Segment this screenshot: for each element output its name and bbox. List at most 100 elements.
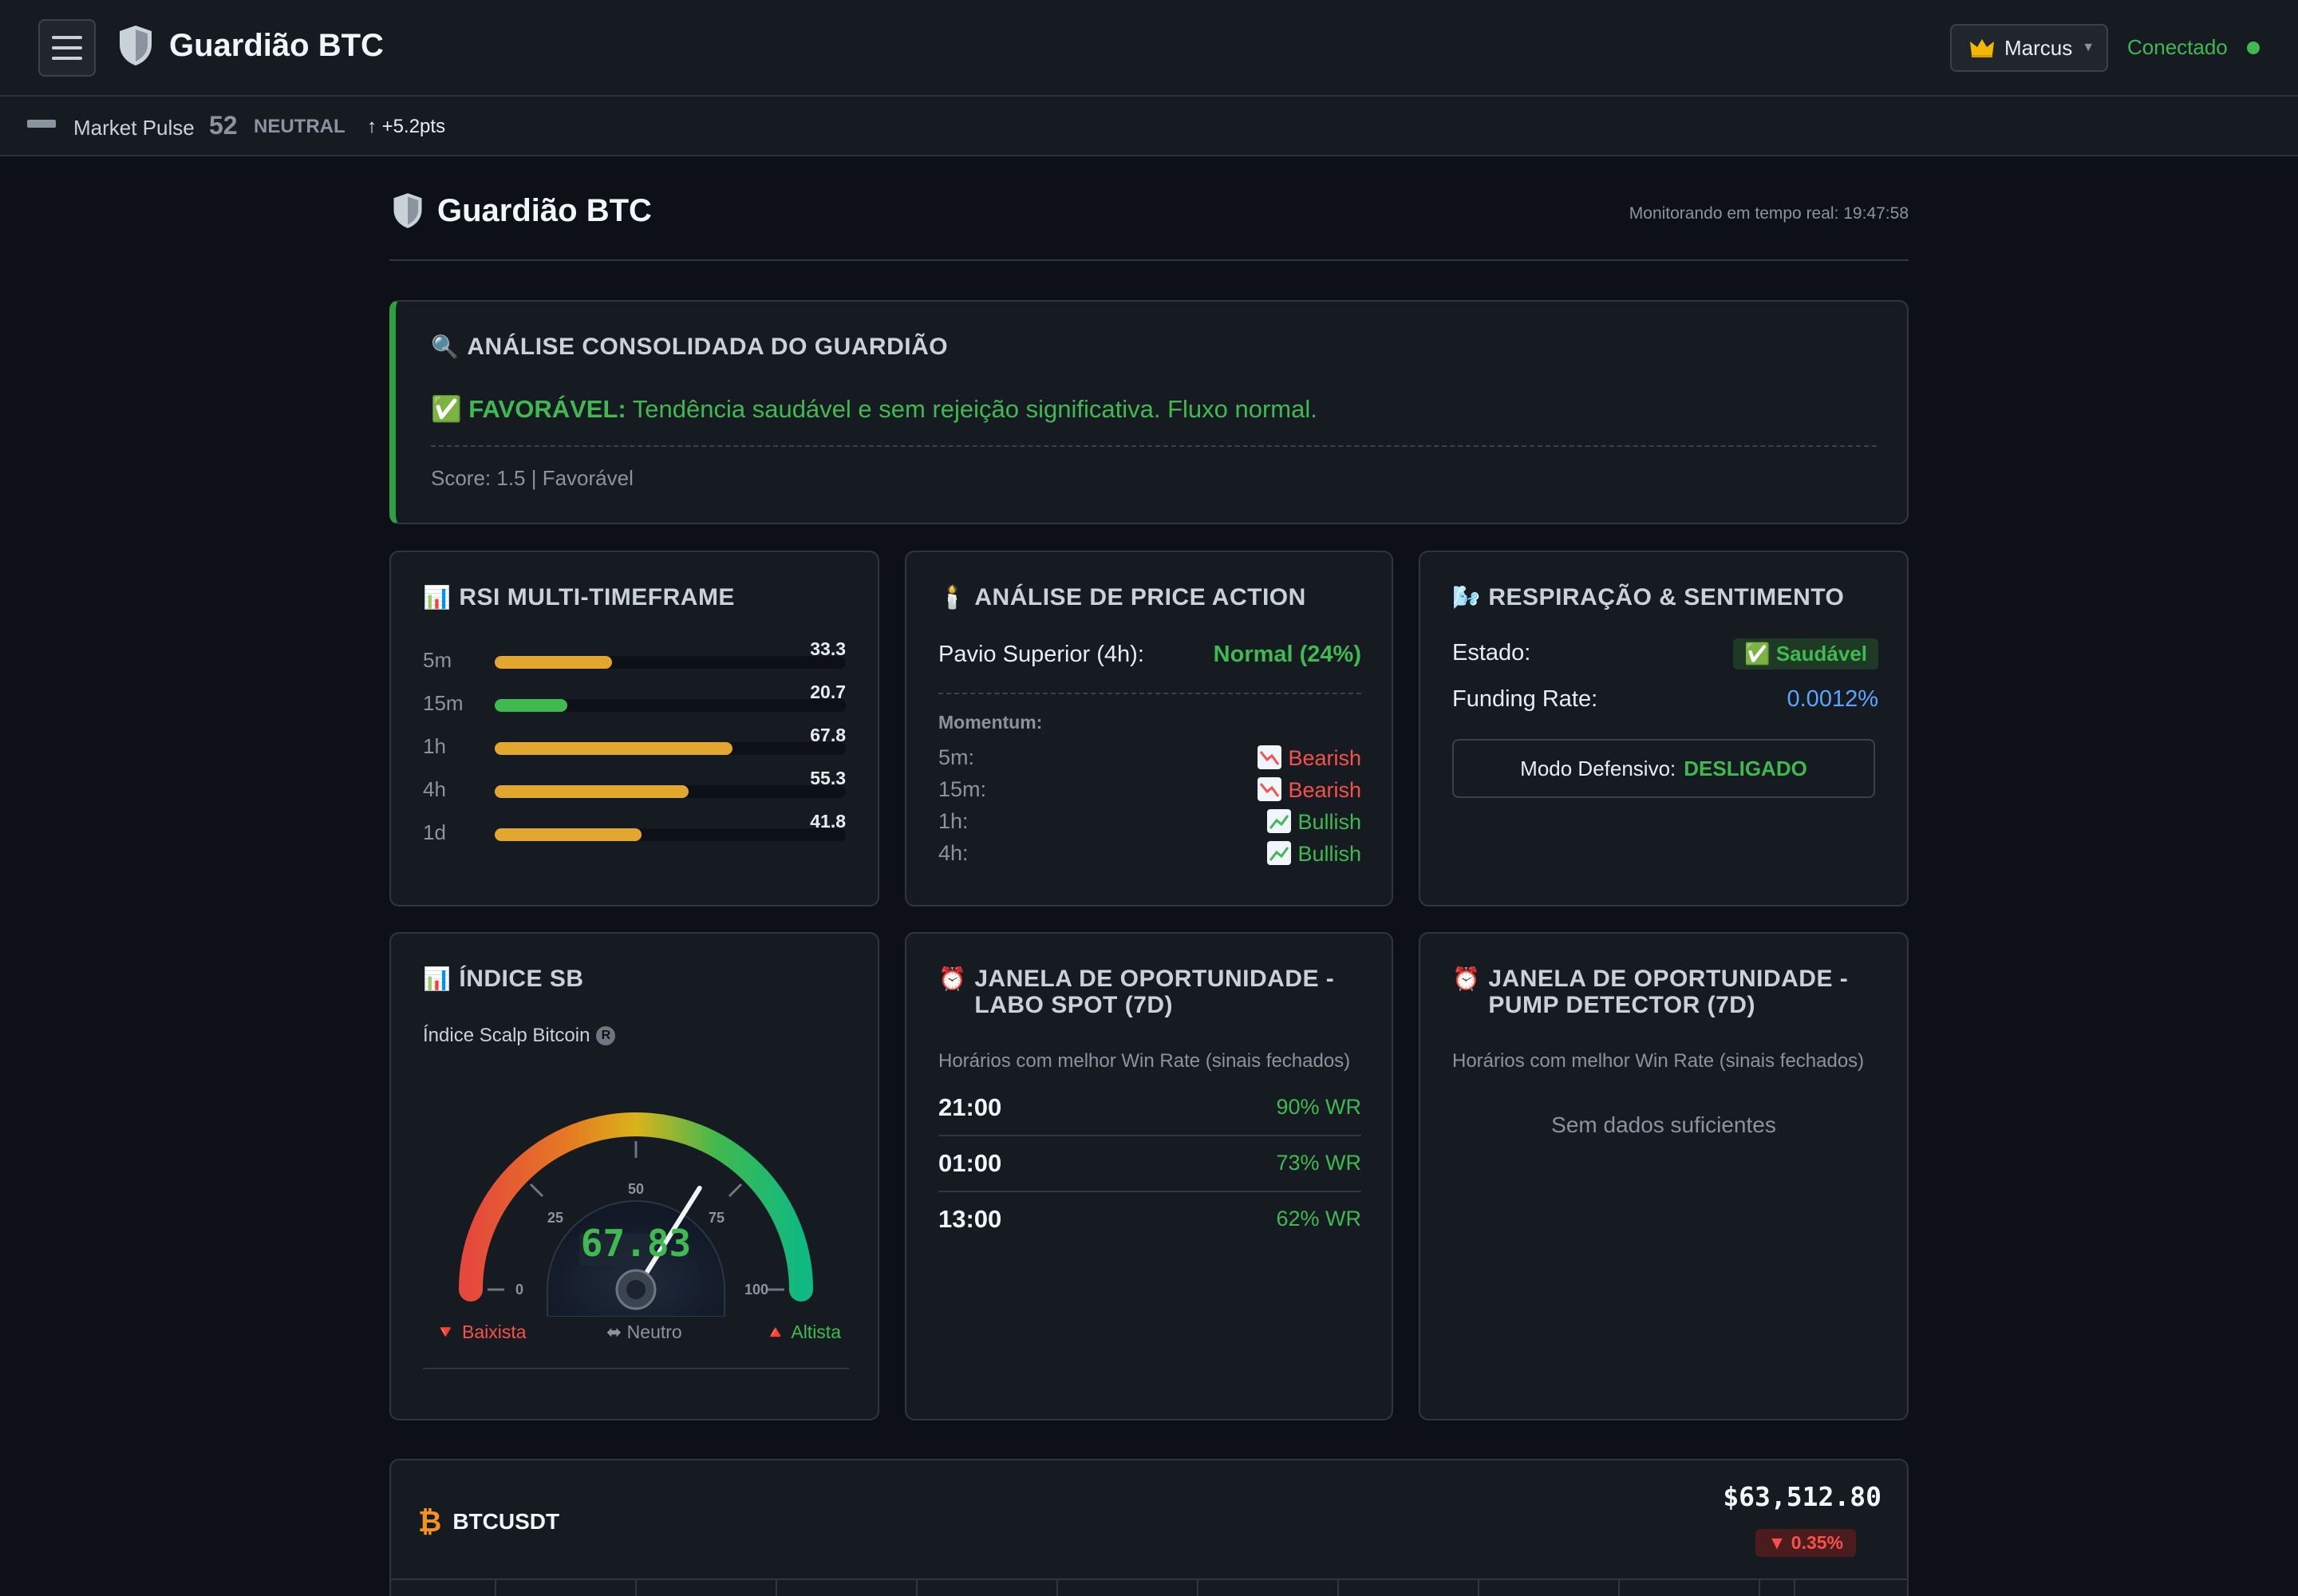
grid-line	[1197, 1580, 1198, 1596]
rsi-row: 15m 20.7	[423, 678, 849, 721]
rsi-multi-timeframe-card: 📊 RSI MULTI-TIMEFRAME 5m 33.3 15m 20.7 1h 67.…	[389, 551, 879, 907]
rsi-row: 1d 41.8	[423, 808, 849, 851]
grid-line	[1478, 1580, 1479, 1596]
rsi-title: 📊 RSI MULTI-TIMEFRAME	[423, 584, 735, 610]
ticker-card[interactable]: ₿ BTCUSDT $63,512.80 ▼ 0.35%	[389, 1459, 1909, 1596]
legend-neutral: ⬌ Neutro	[606, 1321, 682, 1342]
momentum-row: 4h: Bullish	[938, 841, 1361, 868]
opportunity-spot-title-text: JANELA DE OPORTUNIDADE - LABO SPOT (7D)	[974, 966, 1335, 1018]
divider	[431, 445, 1877, 447]
sb-index-card: 📊 ÍNDICE SB Índice Scalp Bitcoin R	[389, 932, 879, 1420]
defensive-mode-value: DESLIGADO	[1684, 756, 1807, 780]
realtime-monitor-status: Monitorando em tempo real: 19:47:58	[1629, 204, 1909, 223]
consolidated-analysis-title: 🔍 ANÁLISE CONSOLIDADA DO GUARDIÃO	[431, 334, 948, 360]
momentum-trend-label: Bullish	[1297, 842, 1361, 866]
gauge-tick-label: 50	[628, 1181, 644, 1197]
momentum-trend: Bearish	[1258, 777, 1361, 803]
gauge-tick-label: 75	[709, 1210, 725, 1226]
opportunity-window-pump-card: ⏰ JANELA DE OPORTUNIDADE - PUMP DETECTOR…	[1419, 932, 1909, 1420]
rsi-row: 5m 33.3	[423, 635, 849, 678]
market-pulse-change: ↑ +5.2pts	[367, 116, 446, 137]
sentiment-title-text: RESPIRAÇÃO & SENTIMENTO	[1488, 584, 1845, 610]
grid-line	[916, 1580, 918, 1596]
defensive-mode-box: Modo Defensivo: DESLIGADO	[1452, 739, 1875, 798]
grid-line	[776, 1580, 777, 1596]
menu-line	[52, 36, 82, 39]
menu-line	[52, 46, 82, 49]
info-icon[interactable]: R	[596, 1026, 616, 1045]
bar-chart-icon: 📊	[423, 966, 452, 991]
rsi-row: 4h 55.3	[423, 764, 849, 808]
rsi-timeframe: 5m	[423, 648, 452, 672]
legend-bullish: 🔺 Altista	[764, 1321, 841, 1342]
rsi-row: 1h 67.8	[423, 721, 849, 764]
divider	[938, 693, 1361, 694]
momentum-row: 1h: Bullish	[938, 809, 1361, 836]
candle-icon: 🕯️	[938, 585, 967, 610]
opportunity-time: 13:00	[938, 1205, 1002, 1233]
consolidated-score: Score: 1.5 | Favorável	[431, 466, 634, 490]
trend-down-icon	[1258, 745, 1282, 769]
grid-line	[635, 1580, 637, 1596]
market-pulse-label: Market Pulse	[73, 116, 195, 140]
momentum-trend-label: Bearish	[1288, 778, 1361, 802]
momentum-trend-label: Bullish	[1297, 810, 1361, 834]
page-title-text: Guardião BTC	[437, 192, 652, 228]
sb-index-subtitle: Índice Scalp Bitcoin R	[423, 1025, 616, 1047]
opportunity-row: 13:00 62% WR	[938, 1192, 1361, 1248]
wind-icon: 🌬️	[1452, 585, 1481, 610]
trend-up-icon	[1267, 809, 1292, 833]
momentum-trend: Bearish	[1258, 745, 1361, 771]
rsi-value: 41.8	[810, 811, 846, 832]
opportunity-spot-subtitle: Horários com melhor Win Rate (sinais fec…	[938, 1050, 1351, 1072]
rsi-bar-fill	[495, 656, 612, 669]
hamburger-menu-button[interactable]	[38, 19, 96, 77]
menu-line	[52, 57, 82, 60]
ticker-price: $63,512.80	[1723, 1481, 1881, 1512]
gauge-tick-label: 25	[547, 1210, 563, 1226]
top-bar: Guardião BTC Marcus ▼ Conectado	[0, 0, 2298, 97]
rsi-timeframe: 4h	[423, 777, 446, 801]
bitcoin-icon: ₿	[418, 1505, 442, 1538]
grid-line	[1618, 1580, 1620, 1596]
market-pulse-bar[interactable]: Market Pulse 52 NEUTRAL ↑ +5.2pts	[0, 97, 2298, 156]
market-pulse-state: NEUTRAL	[254, 116, 345, 137]
grid-line	[1337, 1580, 1339, 1596]
opportunity-row: 01:00 73% WR	[938, 1136, 1361, 1192]
upper-wick-value: Normal (24%)	[1213, 642, 1361, 667]
gauge-tick-label: 0	[515, 1282, 523, 1298]
momentum-timeframe: 1h:	[938, 809, 969, 833]
momentum-timeframe: 5m:	[938, 745, 975, 769]
rsi-bar-fill	[495, 699, 568, 712]
opportunity-time: 01:00	[938, 1149, 1002, 1177]
opportunity-row: 21:00 90% WR	[938, 1080, 1361, 1136]
trend-down-icon	[1258, 777, 1282, 801]
rsi-bar-fill	[495, 785, 689, 798]
opportunity-spot-title: ⏰ JANELA DE OPORTUNIDADE - LABO SPOT (7D…	[938, 966, 1369, 1018]
sb-index-title-text: ÍNDICE SB	[459, 966, 584, 992]
opportunity-winrate: 90% WR	[1276, 1095, 1361, 1119]
brand[interactable]: Guardião BTC	[116, 24, 384, 67]
opportunity-pump-title: ⏰ JANELA DE OPORTUNIDADE - PUMP DETECTOR…	[1452, 966, 1883, 1018]
upper-wick-label: Pavio Superior (4h):	[938, 642, 1144, 667]
grid-line	[1759, 1580, 1760, 1596]
momentum-row: 5m: Bearish	[938, 745, 1361, 772]
price-action-title: 🕯️ ANÁLISE DE PRICE ACTION	[938, 584, 1306, 610]
opportunity-time: 21:00	[938, 1093, 1002, 1121]
ticker-symbol: ₿ BTCUSDT	[418, 1505, 559, 1539]
price-action-title-text: ANÁLISE DE PRICE ACTION	[974, 584, 1306, 610]
user-menu-button[interactable]: Marcus ▼	[1950, 24, 2108, 72]
empty-state: Sem dados suficientes	[1551, 1112, 1776, 1137]
sb-index-title: 📊 ÍNDICE SB	[423, 966, 584, 992]
trend-up-icon	[1267, 841, 1292, 865]
opportunity-winrate: 73% WR	[1276, 1151, 1361, 1175]
opportunity-winrate: 62% WR	[1276, 1207, 1361, 1231]
magnifier-icon: 🔍	[431, 334, 460, 359]
gauge-value: 67.83	[581, 1222, 691, 1265]
market-pulse-value: 52	[209, 111, 238, 140]
grid-line	[1056, 1580, 1058, 1596]
defensive-mode-label: Modo Defensivo:	[1520, 756, 1676, 780]
page-title: Guardião BTC	[391, 192, 652, 230]
alarm-clock-icon: ⏰	[1452, 966, 1481, 991]
verdict-text: Tendência saudável e sem rejeição signif…	[632, 395, 1317, 423]
